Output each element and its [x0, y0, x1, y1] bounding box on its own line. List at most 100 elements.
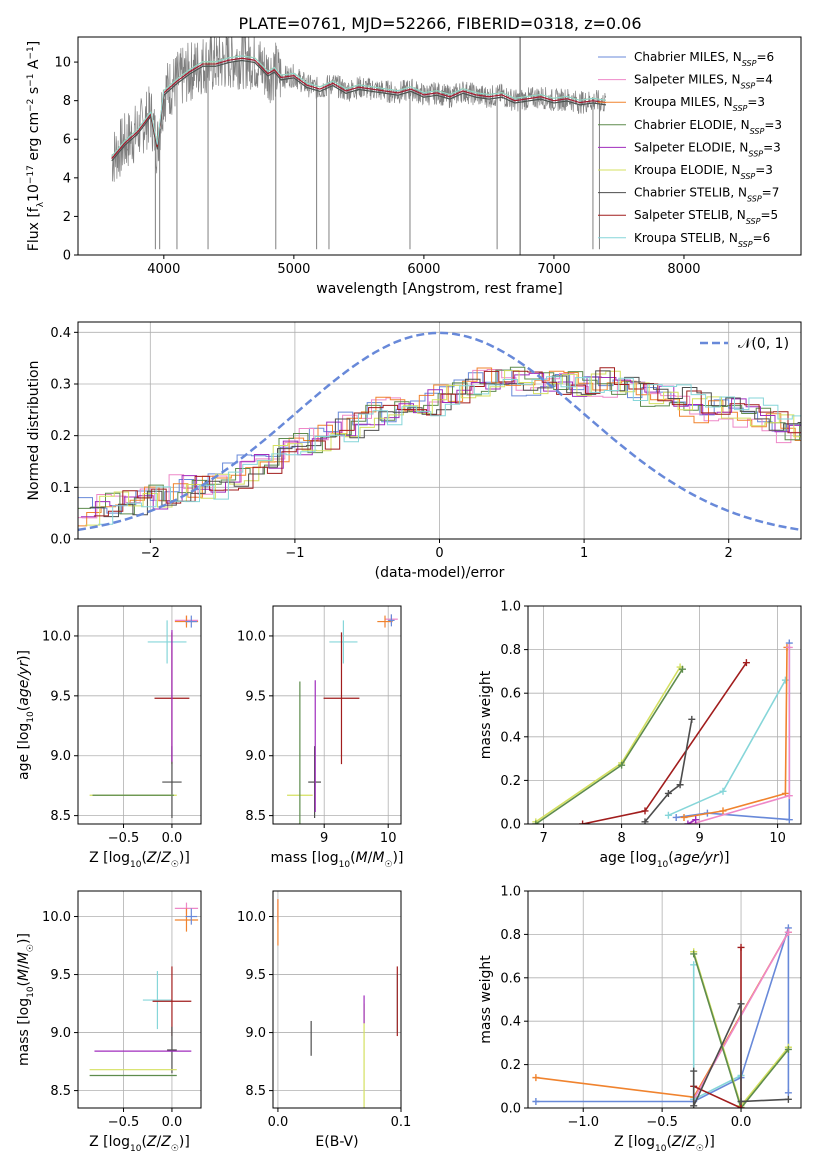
weight_age-series-line	[676, 643, 791, 821]
mass_Z-frame	[77, 890, 202, 1109]
legend-entry: Salpeter STELIB, NSSP=5	[634, 208, 778, 226]
mass_Z-ytick-label: 10.0	[42, 910, 71, 925]
mass-Z-xlabel: Z [log10(Z/Z☉)]	[89, 1134, 190, 1154]
weight_Z-frame-group: −1.0 −0.5 0.0 0.0 0.2 0.4 0.6 0.8 1.0	[500, 885, 802, 1130]
residual-histogram	[78, 369, 801, 519]
weight_age-series-line	[535, 666, 681, 823]
spectrum-model-line	[111, 59, 606, 162]
residuals-xtick-label: 2	[725, 546, 733, 561]
age_Z-axes: −0.5 0.0 8.5 9.0 9.5 10.0	[42, 605, 202, 846]
weight_age-point-marker	[680, 813, 688, 821]
weight_age-point-marker	[719, 807, 727, 815]
age_mass-ytick-label: 9.5	[245, 689, 266, 704]
mass_ebv-xtick-label: 0.1	[391, 1115, 412, 1130]
weight_Z-point-marker	[737, 1097, 745, 1105]
spectrum-xtick-label: 4000	[147, 262, 180, 277]
spectrum-frame	[77, 36, 802, 256]
weight_Z-ytick-label: 0.4	[500, 1015, 521, 1030]
spectrum-ytick-label: 2	[63, 210, 71, 225]
residuals-frame-group: −2 −1 0 1 2 0.0 0.1 0.2 0.3 0.4	[50, 321, 802, 561]
age_Z-ytick-label: 10.0	[42, 629, 71, 644]
weight_age-frame-group: 7 8 9 10 0.0 0.2 0.4 0.6 0.8 1.0	[500, 600, 802, 846]
age_mass-ytick-label: 9.0	[245, 749, 266, 764]
age_Z-ytick-label: 9.0	[50, 749, 71, 764]
weight_age-point-marker	[742, 659, 750, 667]
residuals-ytick-label: 0.0	[50, 533, 71, 548]
residuals-axes: −2 −1 0 1 2 0.0 0.1 0.2 0.3 0.4	[50, 321, 802, 561]
legend-entry: Kroupa ELODIE, NSSP=3	[634, 163, 773, 181]
mass_Z-axes: −0.5 0.0 8.5 9.0 9.5 10.0	[42, 890, 202, 1130]
mass_Z-frame-group: −0.5 0.0 8.5 9.0 9.5 10.0	[42, 890, 202, 1130]
spectrum-plot-area	[111, 37, 607, 255]
weight-Z-xlabel: Z [log10(Z/Z☉)]	[614, 1134, 715, 1154]
residual-histogram	[93, 367, 801, 517]
weight_age-point-marker	[618, 761, 626, 769]
age-mass-xlabel: mass [log10(M/M☉)]	[271, 850, 404, 870]
mass-ebv-xlabel: E(B-V)	[315, 1134, 358, 1150]
mass_Z-xtick-label: 0.0	[162, 1115, 183, 1130]
weight_Z-xtick-label: −0.5	[646, 1115, 678, 1130]
weight_age-point-marker	[785, 816, 793, 824]
mass_Z-ytick-label: 8.5	[50, 1084, 71, 1099]
age_Z-frame	[77, 605, 202, 825]
age_mass-frame	[272, 605, 402, 825]
weight_age-series-line	[683, 647, 788, 819]
mass_Z-ytick-label: 9.0	[50, 1026, 71, 1041]
legend-entry: Chabrier MILES, NSSP=6	[634, 50, 774, 68]
age_mass-xtick-label: 10	[380, 831, 397, 846]
residuals-ytick-label: 0.2	[50, 429, 71, 444]
mass_Z-plot-area	[89, 902, 199, 1077]
weight_age-point-marker	[692, 816, 700, 824]
residual-legend-label: 𝒩(0, 1)	[738, 336, 789, 352]
figure-title: PLATE=0761, MJD=52266, FIBERID=0318, z=0…	[238, 14, 641, 33]
mass_ebv-ytick-label: 8.5	[245, 1084, 266, 1099]
spectrum-ytick-label: 6	[63, 133, 71, 148]
residual-histogram	[78, 369, 801, 514]
weight_age-series-line	[535, 668, 684, 824]
weight_age-point-marker	[678, 665, 686, 673]
weight_age-point-marker	[781, 676, 789, 684]
mass_Z-ytick-label: 9.5	[50, 968, 71, 983]
residuals-ytick-label: 0.4	[50, 326, 71, 341]
spectrum-ytick-label: 10	[54, 56, 71, 71]
residuals-xlabel: (data-model)/error	[375, 565, 505, 581]
weight_age-point-marker	[785, 643, 793, 651]
weight_age-point-marker	[641, 807, 649, 815]
weight_age-point-marker	[688, 715, 696, 723]
weight_age-axes: 7 8 9 10 0.0 0.2 0.4 0.6 0.8 1.0	[500, 600, 802, 846]
weight_age-frame	[527, 605, 802, 825]
spectrum-model-line	[111, 55, 606, 157]
weight_Z-ytick-label: 0.0	[500, 1102, 521, 1117]
spectrum-ytick-label: 0	[63, 249, 71, 264]
mass_Z-xtick-label: −0.5	[108, 1115, 140, 1130]
weight_age-point-marker	[664, 789, 672, 797]
weight_Z-point-marker	[737, 943, 745, 951]
residual-histogram	[78, 367, 801, 527]
spectrum-xtick-label: 6000	[407, 262, 440, 277]
spectrum-ytick-label: 8	[63, 94, 71, 109]
weight_age-ytick-label: 0.4	[500, 730, 521, 745]
gaussian-curve	[78, 331, 801, 532]
weight_Z-point-marker	[690, 1067, 698, 1075]
weight_Z-point-marker	[784, 1045, 792, 1053]
weight-Z-ylabel: mass weight	[478, 955, 494, 1044]
age_Z-ytick-label: 8.5	[50, 809, 71, 824]
spectrum-ylabel: Flux [fλ10−17 erg cm−2 s−1 A−1]	[26, 41, 46, 251]
residuals-ytick-label: 0.1	[50, 481, 71, 496]
residuals-plot-area	[78, 331, 801, 532]
residuals-xtick-label: 1	[580, 546, 588, 561]
weight_age-ytick-label: 0.2	[500, 774, 521, 789]
weight_age-point-marker	[781, 789, 789, 797]
age_mass-ytick-label: 10.0	[237, 629, 266, 644]
age_Z-plot-area	[89, 615, 199, 819]
weight_age-point-marker	[672, 813, 680, 821]
weight_Z-frame	[527, 890, 802, 1109]
weight_age-ytick-label: 0.8	[500, 643, 521, 658]
residuals-ytick-label: 0.3	[50, 378, 71, 393]
spectrum-xtick-label: 5000	[277, 262, 310, 277]
legend-entry: Chabrier STELIB, NSSP=7	[634, 186, 779, 204]
residuals-xtick-label: 0	[435, 546, 443, 561]
weight_Z-series-line	[692, 1003, 789, 1107]
weight_age-xtick-label: 8	[617, 831, 625, 846]
age_Z-xtick-label: 0.0	[162, 831, 183, 846]
